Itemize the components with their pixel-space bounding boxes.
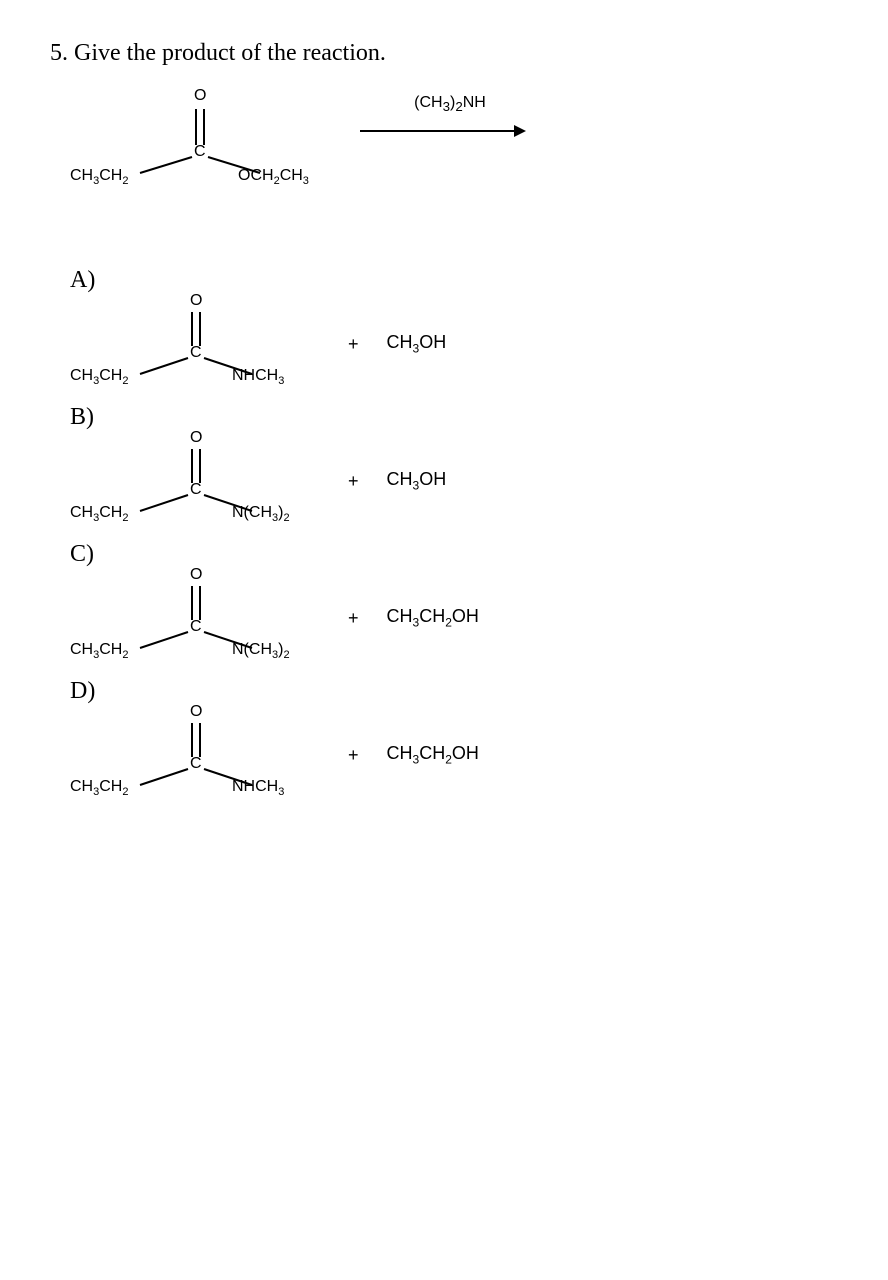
- ch-center: C: [190, 344, 202, 362]
- plus-sign: +: [348, 745, 359, 766]
- ch-left: CH3CH2: [70, 504, 128, 524]
- sm-left: CH3CH2: [70, 167, 128, 187]
- ch-left: CH3CH2: [70, 367, 128, 387]
- byproduct: CH3OH: [387, 332, 447, 356]
- choice-row: O C CH3CH2 NHCH3 + CH3CH2OH: [70, 705, 838, 805]
- reaction-arrow: (CH3)2NH: [360, 112, 540, 172]
- ch-left: CH3CH2: [70, 778, 128, 798]
- choice-row: O C CH3CH2 N(CH3)2 + CH3OH: [70, 431, 838, 531]
- ch-center: C: [190, 618, 202, 636]
- choice-label: B): [70, 404, 838, 431]
- choice-structure: O C CH3CH2 NHCH3: [70, 294, 320, 394]
- byproduct: CH3OH: [387, 469, 447, 493]
- byproduct: CH3CH2OH: [387, 743, 479, 767]
- ch-top: O: [190, 429, 202, 447]
- arrow-head-icon: [514, 125, 526, 137]
- choice-label: A): [70, 267, 838, 294]
- arrow-line: [360, 130, 520, 132]
- choice-structure: O C CH3CH2 N(CH3)2: [70, 431, 320, 531]
- ch-center: C: [190, 481, 202, 499]
- plus-sign: +: [348, 608, 359, 629]
- choice-label: D): [70, 678, 838, 705]
- sm-center-C: C: [194, 143, 206, 161]
- choice-row: O C CH3CH2 N(CH3)2 + CH3CH2OH: [70, 568, 838, 668]
- choice-structure: O C CH3CH2 N(CH3)2: [70, 568, 320, 668]
- ch-left: CH3CH2: [70, 641, 128, 661]
- bond-left: [140, 632, 188, 648]
- ch-right: NHCH3: [232, 778, 284, 798]
- ch-top: O: [190, 566, 202, 584]
- ch-top: O: [190, 703, 202, 721]
- ch-right: N(CH3)2: [232, 504, 290, 524]
- bond-left: [140, 358, 188, 374]
- choice-row: O C CH3CH2 NHCH3 + CH3OH: [70, 294, 838, 394]
- plus-sign: +: [348, 334, 359, 355]
- choice-label: C): [70, 541, 838, 568]
- bond-left: [140, 157, 192, 173]
- reagent-label: (CH3)2NH: [360, 94, 540, 114]
- bond-left: [140, 495, 188, 511]
- bond-left: [140, 769, 188, 785]
- plus-sign: +: [348, 471, 359, 492]
- choice-structure: O C CH3CH2 NHCH3: [70, 705, 320, 805]
- sm-right: OCH2CH3: [238, 167, 309, 187]
- ch-right: N(CH3)2: [232, 641, 290, 661]
- choices-block: A) O C CH3CH2 NHCH3 + CH3OH B) O C CH3CH2 …: [70, 267, 838, 805]
- byproduct: CH3CH2OH: [387, 606, 479, 630]
- question-text: 5. Give the product of the reaction.: [50, 40, 838, 67]
- ch-right: NHCH3: [232, 367, 284, 387]
- ch-top: O: [190, 292, 202, 310]
- starting-material: O C CH3CH2 OCH2CH3: [70, 87, 330, 197]
- sm-top-O: O: [194, 87, 206, 105]
- reaction-row: O C CH3CH2 OCH2CH3 (CH3)2NH: [70, 87, 838, 197]
- ch-center: C: [190, 755, 202, 773]
